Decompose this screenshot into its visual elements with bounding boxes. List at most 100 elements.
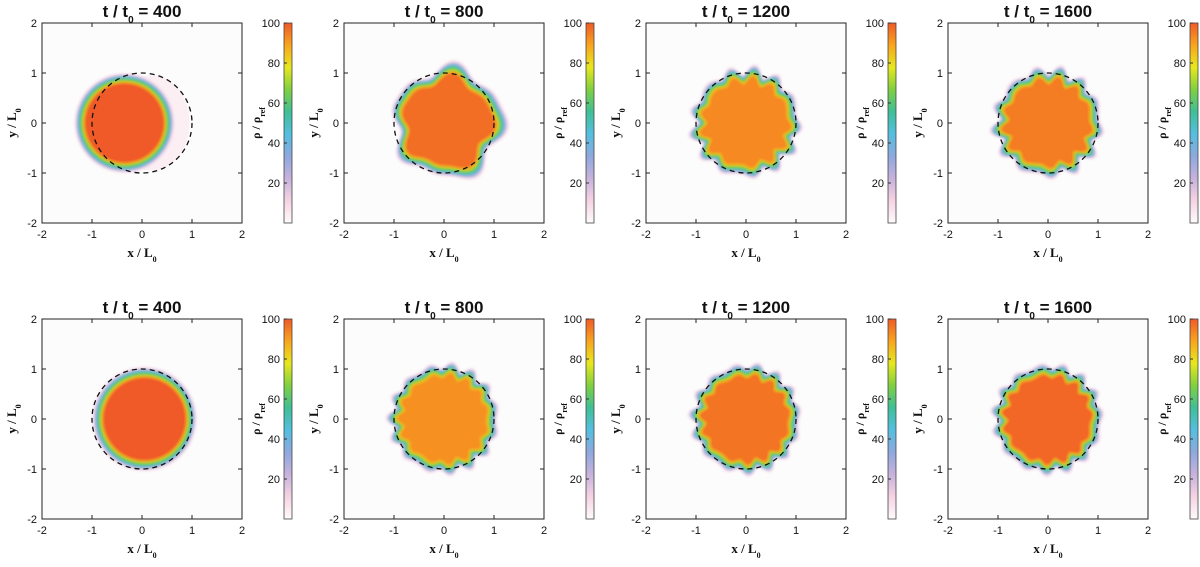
x-tick-label: -1 <box>87 229 97 241</box>
x-tick-label: 2 <box>239 229 245 241</box>
panel-r2-t400: -2 -1 0 1 2 -2 -1 0 1 2 t / t0 = 400 20 40 60 80 100 <box>27 298 293 537</box>
x-tick-label: -2 <box>641 525 651 537</box>
colorbar <box>283 318 293 520</box>
colorbar-tick-label: 80 <box>1174 354 1186 366</box>
colorbar <box>1189 318 1199 520</box>
panel-r2-t1600: -2 -1 0 1 2 -2 -1 0 1 2 t / t0 = 1600 20 40 60 80 100 <box>933 298 1199 537</box>
colorbar-tick-label: 100 <box>564 314 582 326</box>
x-tick-label: 0 <box>1045 229 1051 241</box>
x-axis-label: x / L0 <box>1033 245 1062 264</box>
x-tick-label: 2 <box>843 525 849 537</box>
density-core <box>86 85 163 161</box>
colorbar-tick-label: 60 <box>1174 394 1186 406</box>
x-tick-label: -1 <box>389 525 399 537</box>
panel-title: t / t0 = 800 <box>405 2 484 26</box>
colorbar-label: ρ / ρref <box>1155 107 1173 139</box>
density-field <box>75 72 193 174</box>
colorbar-tick-label: 100 <box>1168 314 1186 326</box>
colorbar-tick-label: 40 <box>268 434 280 446</box>
x-tick-label: 2 <box>843 229 849 241</box>
panel-r2-t1200: -2 -1 0 1 2 -2 -1 0 1 2 t / t0 = 1200 20 40 60 80 100 <box>631 298 897 537</box>
x-tick-label: 1 <box>793 229 799 241</box>
panel-title: t / t0 = 800 <box>405 298 484 322</box>
panel-r1-t400: -2 -1 0 1 2 -2 -1 0 1 2 t / t0 = 400 20 40 60 80 100 <box>27 2 293 241</box>
x-tick-label: 2 <box>239 525 245 537</box>
density-field <box>385 361 499 477</box>
x-tick-label: 2 <box>541 525 547 537</box>
colorbar-label: ρ / ρref <box>249 107 267 139</box>
colorbar-tick-label: 60 <box>268 394 280 406</box>
reference-circle <box>91 368 193 470</box>
y-tick-label: -1 <box>27 464 37 476</box>
y-tick-label: 0 <box>635 118 641 130</box>
x-tick-label: 0 <box>441 525 447 537</box>
density-field <box>990 363 1104 477</box>
panel-title: t / t0 = 1600 <box>1004 298 1092 322</box>
reference-circle <box>393 72 495 174</box>
x-tick-label: -2 <box>339 229 349 241</box>
x-tick-label: 2 <box>1145 525 1151 537</box>
colorbar-label: ρ / ρref <box>853 107 871 139</box>
colorbar <box>585 318 595 520</box>
colorbar-tick-label: 40 <box>268 138 280 150</box>
panel-title: t / t0 = 400 <box>103 298 182 322</box>
density-field <box>391 60 509 180</box>
colorbar-label: ρ / ρref <box>551 107 569 139</box>
y-axis-label: y / L0 <box>910 108 929 137</box>
y-tick-label: 2 <box>333 314 339 326</box>
y-tick-label: 2 <box>937 18 943 30</box>
y-tick-label: 1 <box>635 68 641 80</box>
panel-r1-t800: -2 -1 0 1 2 -2 -1 0 1 2 t / t0 = 800 20 40 60 80 100 <box>329 2 595 241</box>
reference-circle <box>695 72 797 174</box>
y-tick-label: -2 <box>933 218 943 230</box>
colorbar-tick-label: 60 <box>570 394 582 406</box>
panel-r1-t1200: -2 -1 0 1 2 -2 -1 0 1 2 t / t0 = 1200 20 40 60 80 100 <box>631 2 897 241</box>
colorbar-tick-label: 100 <box>564 18 582 30</box>
colorbar-tick-label: 80 <box>872 58 884 70</box>
y-tick-label: -1 <box>933 464 943 476</box>
colorbar <box>887 318 897 520</box>
x-tick-label: 1 <box>491 229 497 241</box>
colorbar-label: ρ / ρref <box>853 403 871 435</box>
density-field <box>989 65 1105 180</box>
y-tick-label: 0 <box>31 414 37 426</box>
x-axis-label: x / L0 <box>127 245 156 264</box>
y-tick-label: -2 <box>329 514 339 526</box>
density-core <box>105 379 184 459</box>
density-core <box>399 375 486 463</box>
x-tick-label: -1 <box>691 525 701 537</box>
x-tick-label: 2 <box>1145 229 1151 241</box>
reference-circle <box>91 72 193 174</box>
x-tick-label: 1 <box>793 525 799 537</box>
colorbar-tick-label: 80 <box>268 58 280 70</box>
x-tick-label: -1 <box>87 525 97 537</box>
x-axis-label: x / L0 <box>127 541 156 560</box>
colorbar <box>1189 22 1199 224</box>
y-axis-label: y / L0 <box>910 404 929 433</box>
y-tick-label: 0 <box>333 118 339 130</box>
x-tick-label: 0 <box>139 525 145 537</box>
colorbar-tick-label: 40 <box>872 434 884 446</box>
y-tick-label: 1 <box>31 68 37 80</box>
colorbar-tick-label: 100 <box>262 314 280 326</box>
x-tick-label: 2 <box>541 229 547 241</box>
y-tick-label: 1 <box>937 364 943 376</box>
colorbar-tick-label: 80 <box>872 354 884 366</box>
x-tick-label: -2 <box>943 229 953 241</box>
density-core <box>1003 376 1091 464</box>
density-field <box>688 64 803 179</box>
x-tick-label: -2 <box>339 525 349 537</box>
y-tick-label: -1 <box>329 168 339 180</box>
y-tick-label: 1 <box>31 364 37 376</box>
panel-title: t / t0 = 1200 <box>702 298 790 322</box>
x-tick-label: -2 <box>37 525 47 537</box>
density-core <box>1003 79 1091 167</box>
reference-circle <box>997 72 1099 174</box>
y-tick-label: -2 <box>329 218 339 230</box>
x-axis-label: x / L0 <box>1033 541 1062 560</box>
colorbar-tick-label: 60 <box>1174 98 1186 110</box>
colorbar-tick-label: 80 <box>1174 58 1186 70</box>
colorbar-tick-label: 80 <box>570 354 582 366</box>
y-tick-label: 0 <box>937 118 943 130</box>
x-tick-label: -2 <box>37 229 47 241</box>
